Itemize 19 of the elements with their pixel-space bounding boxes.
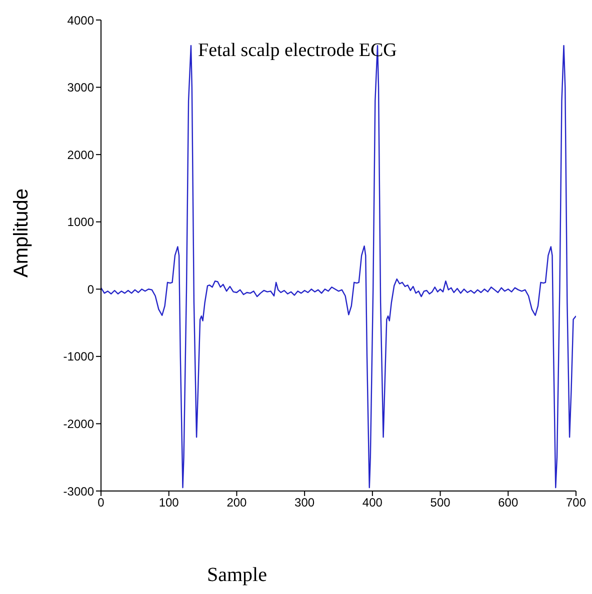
y-tick-label: -1000 xyxy=(63,350,94,364)
y-tick-label: 4000 xyxy=(67,13,94,28)
x-tick-label: 0 xyxy=(98,496,105,510)
x-tick-label: 100 xyxy=(158,496,180,510)
x-tick-label: 200 xyxy=(226,496,248,510)
y-tick-label: -2000 xyxy=(63,416,94,431)
y-axis-title: Amplitude xyxy=(10,188,34,278)
x-tick-label: 500 xyxy=(430,496,451,510)
x-tick-label: 600 xyxy=(498,496,518,510)
y-tick-label: 1000 xyxy=(67,215,94,230)
x-tick-label: 400 xyxy=(362,496,383,510)
y-tick-label: 0 xyxy=(87,282,94,296)
y-tick-label: 3000 xyxy=(67,80,94,95)
x-tick-label: 700 xyxy=(566,496,586,510)
y-tick-label: 2000 xyxy=(67,148,94,162)
x-axis-title: Sample xyxy=(206,564,268,587)
line-series xyxy=(101,44,576,488)
y-tick-label: -3000 xyxy=(63,484,94,498)
x-tick-label: 300 xyxy=(294,496,315,510)
